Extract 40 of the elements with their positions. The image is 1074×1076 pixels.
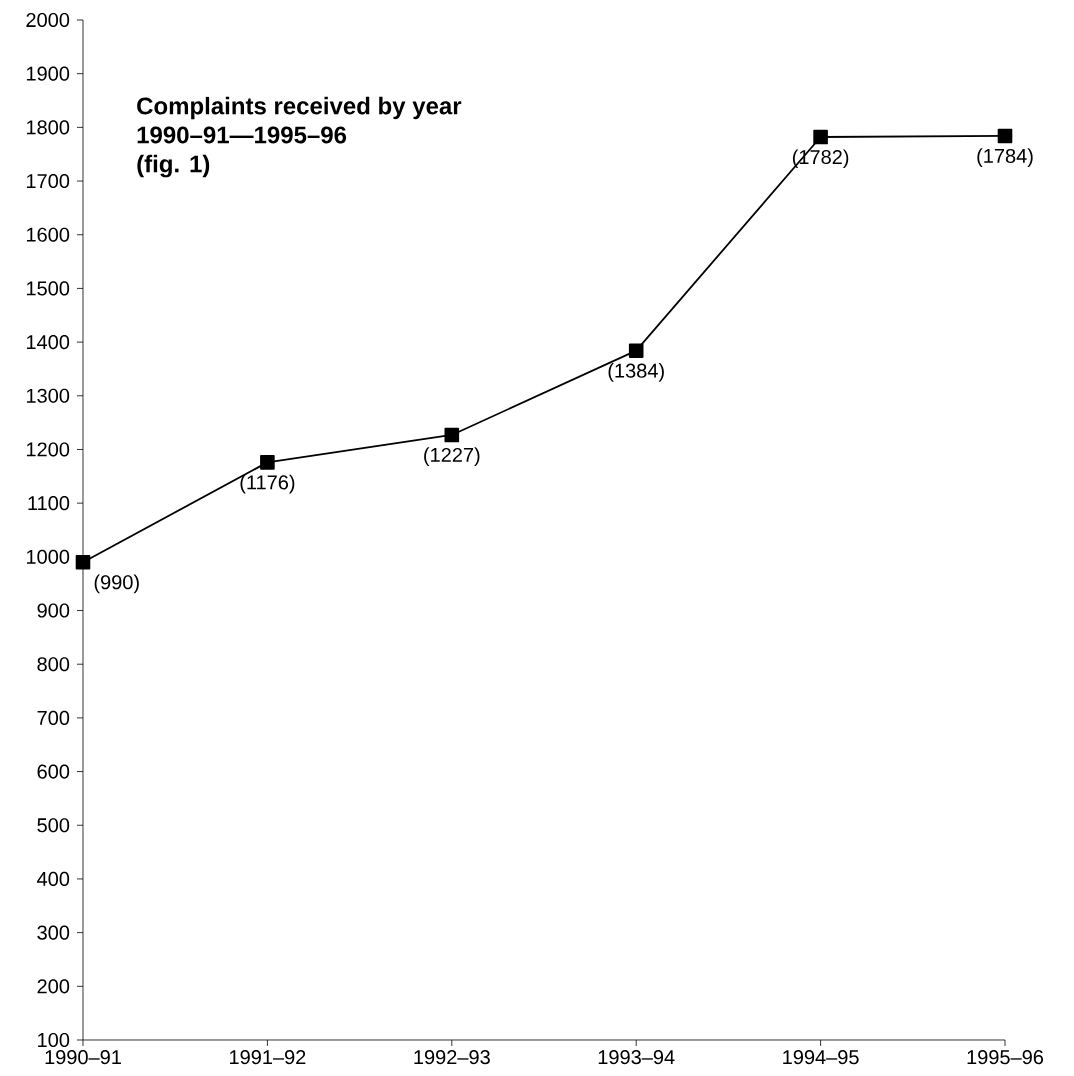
point bbox=[997, 128, 1013, 144]
y-tick-label: 1900 bbox=[26, 66, 70, 81]
data-label: (990) bbox=[94, 574, 139, 594]
data-label: (1227) bbox=[424, 447, 480, 467]
y-tick-label: 1000 bbox=[26, 549, 70, 564]
annotation: (fig. 1) bbox=[137, 154, 210, 178]
point bbox=[260, 455, 275, 470]
y-tick-label: 400 bbox=[37, 871, 70, 887]
y-tick-label: 1500 bbox=[26, 281, 70, 296]
data-label: (1784) bbox=[977, 148, 1033, 167]
y-tick-label: 200 bbox=[37, 979, 70, 994]
x-tick-label: 1995–96 bbox=[967, 1050, 1044, 1065]
y-tick-label: 100 bbox=[38, 1032, 70, 1048]
y-tick-label: 1300 bbox=[26, 388, 70, 403]
y-tick-label: 600 bbox=[37, 764, 70, 779]
y-tick-label: 1700 bbox=[26, 173, 70, 189]
point bbox=[813, 129, 828, 145]
text: Complaints received by year bbox=[137, 96, 462, 120]
y-tick-label: 1200 bbox=[26, 442, 70, 457]
point bbox=[444, 427, 460, 443]
y-tick-label: 1600 bbox=[26, 227, 70, 242]
x-tick-label: 1992–93 bbox=[414, 1050, 490, 1065]
text: 1990–91—1995–96 bbox=[137, 126, 347, 144]
data-label: (1384) bbox=[608, 363, 664, 382]
x-tick-label: 1990–91 bbox=[45, 1050, 121, 1065]
y-tick-label: 1800 bbox=[26, 120, 70, 135]
y-tick-label: 900 bbox=[37, 603, 70, 618]
point bbox=[628, 343, 644, 358]
y-tick-label: 800 bbox=[37, 657, 70, 672]
x-tick-label: 1994–95 bbox=[783, 1050, 859, 1065]
point bbox=[75, 554, 91, 570]
data-label: (1176) bbox=[240, 474, 295, 494]
y-tick-label: 700 bbox=[37, 710, 70, 725]
y-tick-label: 2000 bbox=[26, 12, 70, 28]
x-tick-label: 1993–94 bbox=[598, 1050, 675, 1065]
y-tick-label: 1400 bbox=[26, 335, 70, 350]
x-tick-label: 1991–92 bbox=[230, 1050, 306, 1065]
y-tick-label: 300 bbox=[37, 925, 70, 940]
y-tick-label: 500 bbox=[37, 818, 70, 833]
y-tick-label: 1100 bbox=[28, 496, 70, 511]
